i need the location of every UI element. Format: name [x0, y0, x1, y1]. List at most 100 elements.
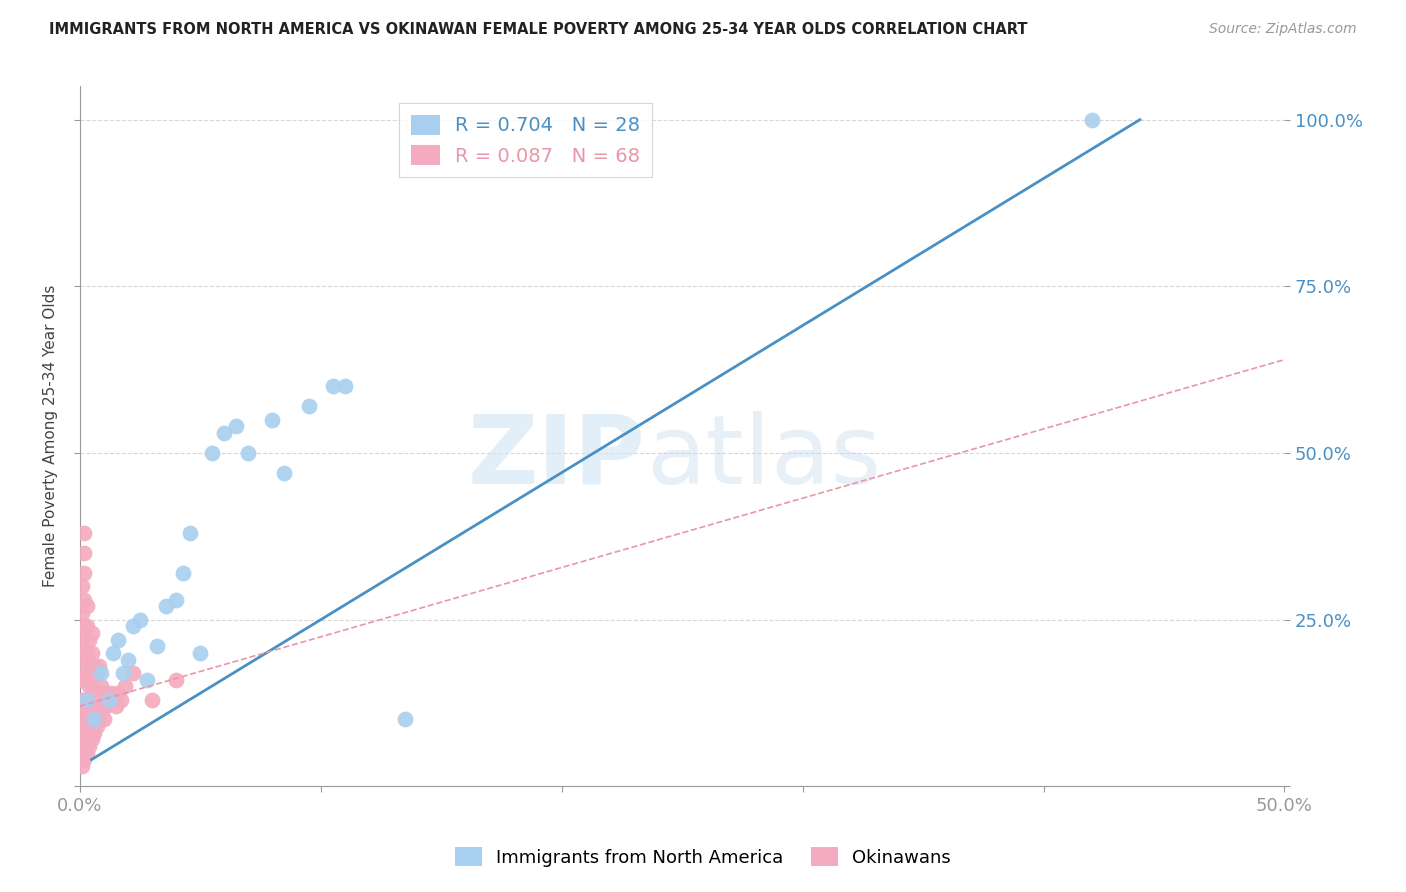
Point: [114, 679, 136, 693]
Point: [165, 592, 187, 607]
Point: [76, 746, 98, 760]
Text: IMMIGRANTS FROM NORTH AMERICA VS OKINAWAN FEMALE POVERTY AMONG 25-34 YEAR OLDS C: IMMIGRANTS FROM NORTH AMERICA VS OKINAWA…: [49, 22, 1028, 37]
Point: [70, 692, 93, 706]
Point: [80, 625, 103, 640]
Point: [322, 379, 344, 393]
Point: [179, 525, 201, 540]
Point: [212, 425, 235, 440]
Point: [121, 665, 143, 680]
Point: [80, 732, 103, 747]
Point: [73, 713, 96, 727]
Point: [79, 659, 101, 673]
Point: [100, 686, 122, 700]
Point: [225, 419, 247, 434]
Point: [73, 546, 96, 560]
Point: [90, 679, 112, 693]
Point: [86, 719, 108, 733]
Point: [188, 646, 211, 660]
Point: [103, 646, 125, 660]
Point: [76, 692, 98, 706]
Point: [80, 646, 103, 660]
Point: [238, 446, 260, 460]
Point: [297, 399, 319, 413]
Point: [90, 706, 112, 720]
Point: [73, 752, 96, 766]
Point: [111, 665, 134, 680]
Point: [394, 713, 416, 727]
Point: [76, 619, 98, 633]
Point: [83, 659, 105, 673]
Legend: R = 0.704   N = 28, R = 0.087   N = 68: R = 0.704 N = 28, R = 0.087 N = 68: [399, 103, 652, 178]
Point: [76, 673, 98, 687]
Point: [79, 679, 101, 693]
Point: [83, 713, 105, 727]
Point: [83, 706, 105, 720]
Point: [70, 632, 93, 647]
Point: [87, 713, 110, 727]
Point: [80, 719, 103, 733]
Point: [73, 692, 96, 706]
Point: [145, 639, 167, 653]
Point: [107, 686, 129, 700]
Point: [128, 613, 150, 627]
Point: [83, 686, 105, 700]
Point: [80, 699, 103, 714]
Point: [87, 659, 110, 673]
Point: [273, 466, 295, 480]
Point: [73, 619, 96, 633]
Point: [76, 646, 98, 660]
Y-axis label: Female Poverty Among 25-34 Year Olds: Female Poverty Among 25-34 Year Olds: [44, 285, 58, 588]
Point: [79, 739, 101, 753]
Point: [70, 706, 93, 720]
Point: [73, 592, 96, 607]
Point: [86, 692, 108, 706]
Point: [73, 525, 96, 540]
Point: [96, 699, 118, 714]
Point: [87, 686, 110, 700]
Point: [103, 692, 125, 706]
Point: [79, 632, 101, 647]
Point: [83, 726, 105, 740]
Text: ZIP: ZIP: [468, 410, 645, 504]
Point: [333, 379, 356, 393]
Point: [70, 673, 93, 687]
Point: [97, 692, 120, 706]
Point: [73, 646, 96, 660]
Point: [110, 692, 132, 706]
Point: [73, 726, 96, 740]
Point: [70, 652, 93, 666]
Point: [141, 692, 163, 706]
Point: [70, 746, 93, 760]
Point: [165, 673, 187, 687]
Text: Source: ZipAtlas.com: Source: ZipAtlas.com: [1209, 22, 1357, 37]
Point: [80, 673, 103, 687]
Point: [201, 446, 224, 460]
Point: [79, 706, 101, 720]
Point: [155, 599, 177, 614]
Point: [104, 699, 127, 714]
Point: [121, 619, 143, 633]
Point: [76, 713, 98, 727]
Point: [107, 632, 129, 647]
Text: atlas: atlas: [645, 410, 882, 504]
Point: [136, 673, 159, 687]
Point: [70, 759, 93, 773]
Point: [97, 692, 120, 706]
Point: [73, 566, 96, 580]
Point: [76, 599, 98, 614]
Point: [1080, 112, 1102, 127]
Point: [172, 566, 194, 580]
Point: [70, 732, 93, 747]
Point: [70, 579, 93, 593]
Point: [73, 665, 96, 680]
Point: [79, 726, 101, 740]
Point: [76, 692, 98, 706]
Point: [86, 665, 108, 680]
Point: [93, 686, 115, 700]
Point: [93, 713, 115, 727]
Legend: Immigrants from North America, Okinawans: Immigrants from North America, Okinawans: [447, 840, 959, 874]
Point: [117, 652, 139, 666]
Point: [262, 412, 284, 426]
Point: [76, 732, 98, 747]
Point: [73, 739, 96, 753]
